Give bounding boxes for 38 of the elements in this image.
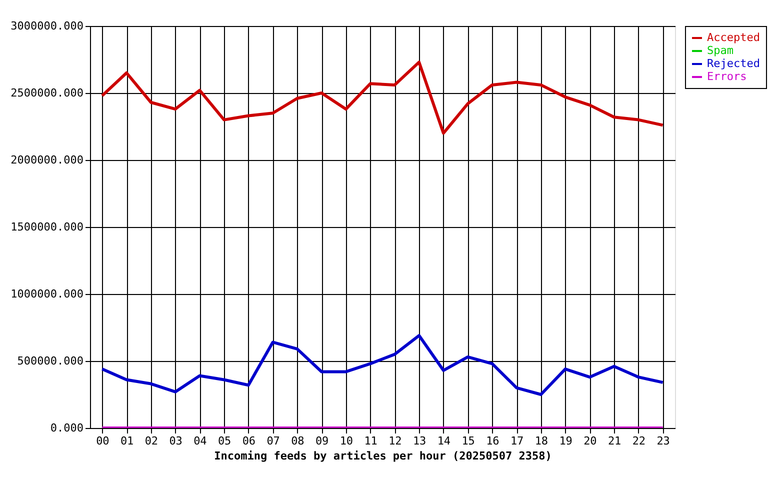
x-tick-label: 08 <box>291 434 304 448</box>
x-tick-label: 18 <box>534 434 548 448</box>
x-tick-label: 05 <box>218 434 232 448</box>
x-tick-label: 21 <box>608 434 622 448</box>
y-tick-label: 0.000 <box>50 422 84 434</box>
legend-label: Errors <box>707 70 747 83</box>
legend-label: Spam <box>707 44 734 57</box>
x-tick-label: 11 <box>364 434 378 448</box>
y-tick-label: 1500000.000 <box>10 220 84 234</box>
y-tick-label: 1000000.000 <box>10 288 84 300</box>
x-tick-label: 09 <box>315 434 329 448</box>
x-tick-label: 17 <box>510 434 524 448</box>
x-tick-label: 01 <box>120 434 134 448</box>
y-tick-label: 2500000.000 <box>10 86 84 100</box>
line-series <box>100 60 664 135</box>
y-tick-label: 500000.000 <box>17 354 84 368</box>
x-tick-label: 14 <box>437 434 451 448</box>
x-tick-label: 22 <box>632 434 646 448</box>
x-tick-label: 07 <box>266 434 280 448</box>
legend-label: Rejected <box>707 57 760 70</box>
x-tick-label: 16 <box>486 434 500 448</box>
y-tick-label: 3000000.000 <box>10 20 84 32</box>
x-tick-label: 15 <box>462 434 475 448</box>
x-tick-label: 20 <box>584 434 597 448</box>
legend-label: Accepted <box>707 31 760 44</box>
x-tick-label: 12 <box>388 434 402 448</box>
x-tick-label: 04 <box>194 434 208 448</box>
x-tick-label: 19 <box>559 434 572 448</box>
x-tick-label: 03 <box>169 434 182 448</box>
x-tick-label: 02 <box>144 434 158 448</box>
x-tick-label: 13 <box>412 434 426 448</box>
x-tick-label: 10 <box>340 434 354 448</box>
x-tick-label: 23 <box>656 434 670 448</box>
x-axis-title: Incoming feeds by articles per hour (20250507 2358) <box>214 450 552 462</box>
x-tick-label: 00 <box>96 434 110 448</box>
line-series <box>100 334 664 396</box>
x-tick-label: 06 <box>242 434 256 448</box>
y-tick-label: 2000000.000 <box>10 154 84 166</box>
